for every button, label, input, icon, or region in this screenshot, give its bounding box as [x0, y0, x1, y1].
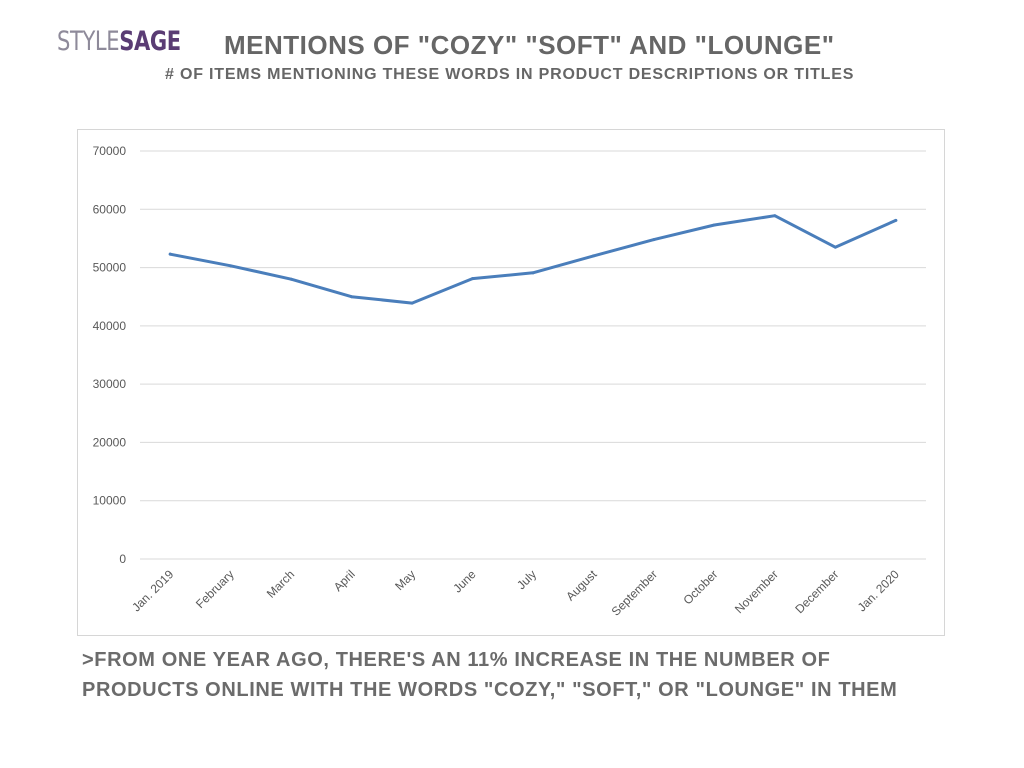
- x-tick-label: July: [514, 567, 539, 592]
- y-tick-label: 50000: [93, 261, 127, 275]
- x-tick-label: December: [792, 567, 841, 616]
- chart-frame: 0 10000 20000 30000 40000 50000 60000 70000 Jan…: [77, 129, 945, 636]
- data-point: [773, 214, 777, 218]
- footnote: >FROM ONE YEAR AGO, THERE'S AN 11% INCRE…: [82, 645, 897, 705]
- footnote-line-1: >FROM ONE YEAR AGO, THERE'S AN 11% INCRE…: [82, 649, 831, 671]
- data-point: [712, 223, 716, 227]
- y-tick-label: 70000: [93, 144, 127, 158]
- data-point: [410, 301, 414, 305]
- x-tick-label: October: [680, 567, 720, 607]
- y-axis-tick-labels: 0 10000 20000 30000 40000 50000 60000 70000: [93, 144, 127, 566]
- x-tick-label: February: [193, 567, 237, 611]
- logo-style-text: STYLE: [57, 26, 120, 57]
- line-chart: 0 10000 20000 30000 40000 50000 60000 70000 Jan…: [93, 144, 926, 619]
- gridlines: [140, 150, 926, 560]
- data-point: [894, 218, 898, 222]
- x-tick-label: November: [732, 567, 781, 616]
- x-tick-label: Jan. 2019: [129, 567, 176, 614]
- chart-title: MENTIONS OF "COZY" "SOFT" AND "LOUNGE": [224, 30, 835, 60]
- data-point: [833, 245, 837, 249]
- y-tick-label: 10000: [93, 494, 127, 508]
- data-point: [168, 252, 172, 256]
- data-point: [531, 271, 535, 275]
- y-tick-label: 30000: [93, 377, 127, 391]
- x-tick-label: June: [450, 567, 479, 596]
- data-point: [350, 295, 354, 299]
- data-point: [652, 238, 656, 242]
- x-tick-label: May: [392, 567, 418, 593]
- x-tick-label: Jan. 2020: [855, 567, 902, 614]
- logo-sage-text: SAGE: [119, 26, 181, 57]
- x-tick-label: August: [563, 567, 600, 604]
- data-point: [591, 254, 595, 258]
- y-tick-label: 0: [119, 552, 126, 566]
- x-axis-tick-labels: Jan. 2019 February March April May June July Au…: [129, 567, 902, 619]
- x-tick-label: September: [609, 567, 660, 618]
- series-line: [168, 214, 898, 305]
- data-point: [229, 264, 233, 268]
- x-tick-label: March: [264, 567, 297, 600]
- y-tick-label: 60000: [93, 202, 127, 216]
- y-tick-label: 20000: [93, 435, 127, 449]
- y-tick-label: 40000: [93, 319, 127, 333]
- chart-subtitle: # OF ITEMS MENTIONING THESE WORDS IN PRO…: [165, 66, 855, 83]
- data-point: [289, 277, 293, 281]
- x-tick-label: April: [331, 567, 358, 594]
- data-point: [471, 277, 475, 281]
- footnote-line-2: PRODUCTS ONLINE WITH THE WORDS "COZY," "…: [82, 679, 898, 701]
- stylesage-logo: STYLESAGE: [57, 26, 181, 57]
- series-line-group: [168, 214, 898, 305]
